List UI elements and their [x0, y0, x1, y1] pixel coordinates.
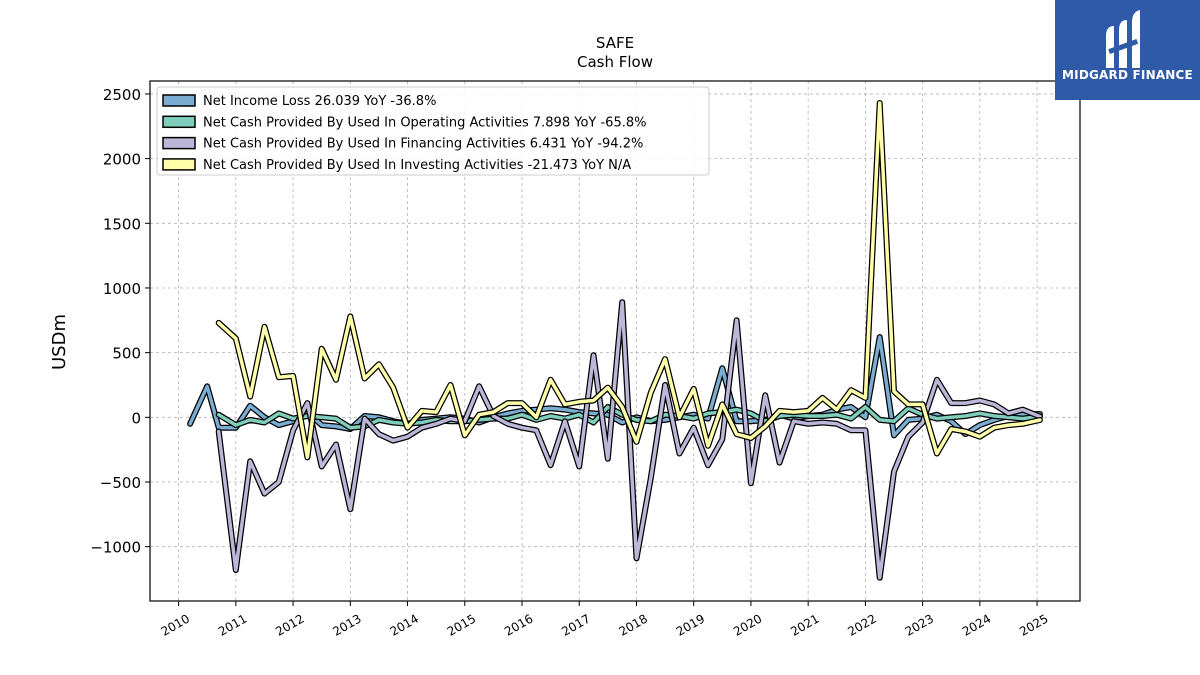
legend-swatch — [162, 94, 196, 107]
chart-title: SAFE — [596, 34, 634, 52]
y-tick-label: 500 — [112, 345, 141, 363]
legend-swatch — [162, 115, 196, 129]
series-line — [188, 335, 1042, 438]
y-tick-label: 2000 — [103, 151, 141, 169]
legend-swatch — [162, 158, 196, 171]
x-tick-label: 2019 — [674, 611, 707, 638]
series-line — [216, 101, 1042, 460]
legend-box — [156, 86, 710, 176]
legend-entry: Net Income Loss 26.039 YoY -36.8% — [203, 94, 436, 109]
x-tick-label: 2012 — [273, 611, 306, 638]
legend: Net Income Loss 26.039 YoY -36.8% Net Cas… — [156, 86, 710, 176]
series-layer — [187, 100, 1043, 581]
y-tick-label: −500 — [100, 474, 141, 492]
x-tick-label: 2025 — [1017, 611, 1050, 638]
legend-entry: Net Cash Provided By Used In Financing A… — [203, 137, 643, 152]
midgard-finance-logo: MIDGARD FINANCE — [1055, 0, 1200, 100]
y-axis-label: USDm — [49, 314, 70, 370]
x-tick-label: 2018 — [617, 611, 650, 638]
plot-area-frame — [149, 80, 1081, 602]
x-tick-label: 2017 — [559, 611, 592, 638]
y-tick-label: 1500 — [103, 215, 141, 233]
y-tick-label: 0 — [131, 409, 141, 427]
x-tick-label: 2020 — [731, 611, 764, 638]
y-tick-label: 1000 — [103, 280, 141, 298]
x-tick-label: 2021 — [788, 611, 821, 638]
x-tick-label: 2015 — [445, 611, 478, 638]
series-4 — [215, 100, 1043, 461]
x-tick-label: 2014 — [388, 611, 421, 638]
x-tick-label: 2016 — [502, 611, 535, 638]
legend-swatch — [162, 136, 196, 150]
y-tick-label: −1000 — [90, 539, 141, 557]
legend-entry: Net Cash Provided By Used In Operating A… — [203, 115, 646, 130]
legend-entry: Net Cash Provided By Used In Investing A… — [203, 158, 631, 173]
series-1 — [187, 334, 1043, 439]
x-tick-label: 2013 — [330, 611, 363, 638]
x-tick-label: 2010 — [159, 611, 192, 638]
logo-text: MIDGARD FINANCE — [1062, 68, 1193, 82]
x-tick-label: 2024 — [960, 611, 993, 638]
x-tick-label: 2023 — [903, 611, 936, 638]
x-tick-label: 2022 — [845, 611, 878, 638]
x-tick-label: 2011 — [216, 611, 249, 638]
logo-mark-icon — [1106, 10, 1140, 68]
chart-subtitle: Cash Flow — [577, 53, 653, 71]
y-tick-label: 2500 — [103, 86, 141, 104]
